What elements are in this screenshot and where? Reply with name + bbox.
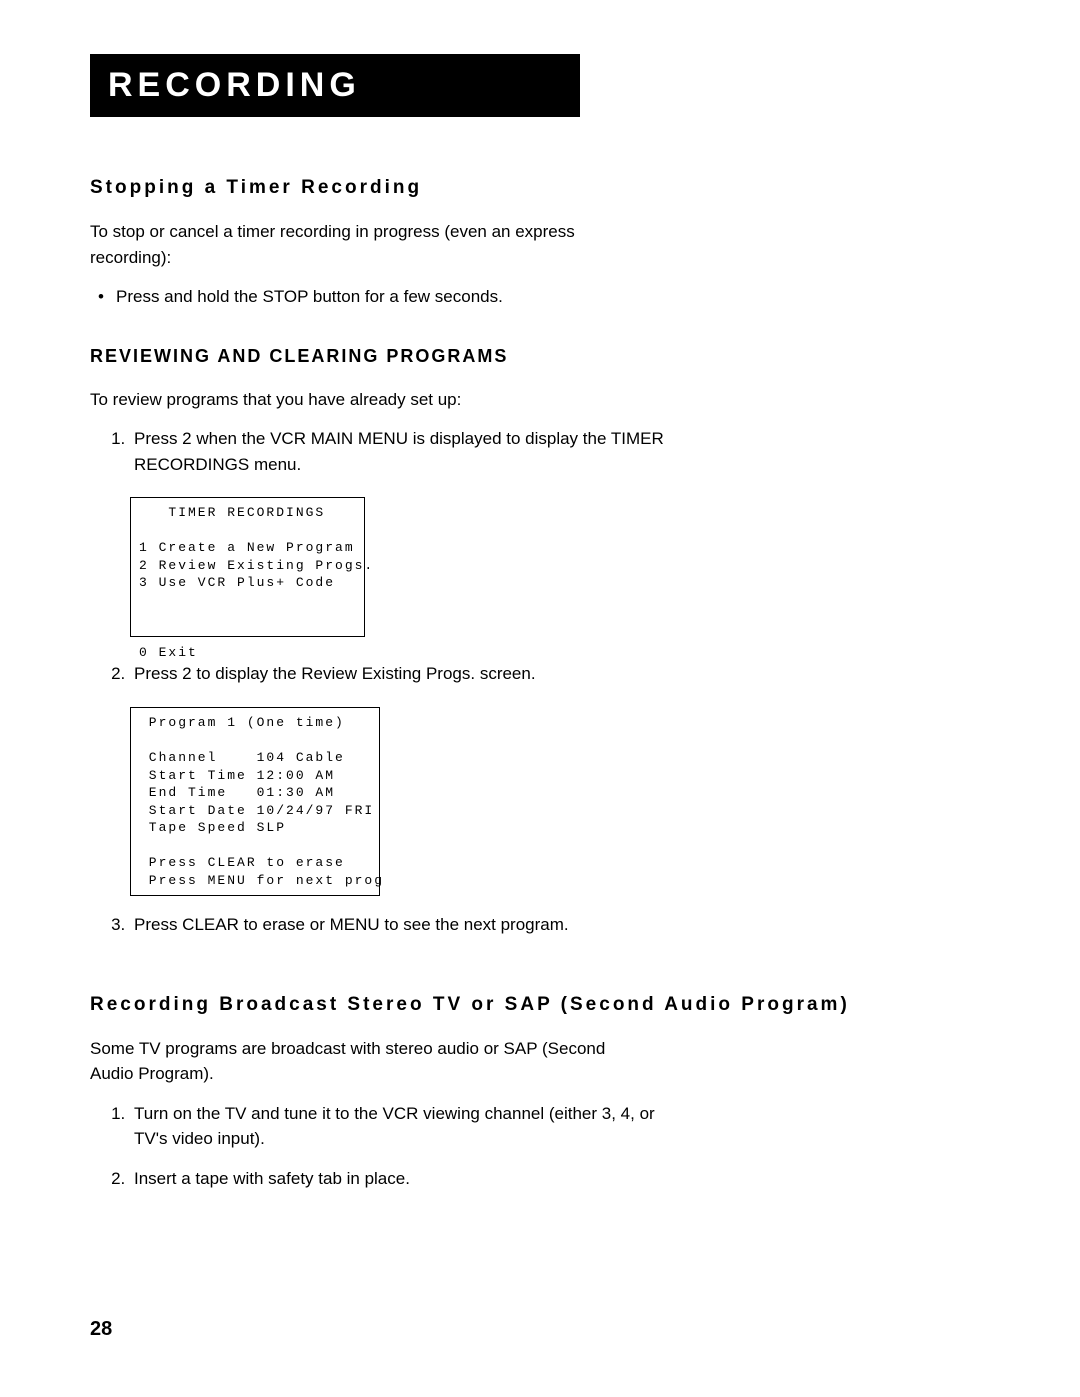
section2-step3: Press CLEAR to erase or MENU to see the … <box>130 912 690 938</box>
program-review-screen: Program 1 (One time) Channel 104 Cable S… <box>130 707 380 896</box>
section3-intro: Some TV programs are broadcast with ster… <box>90 1036 650 1087</box>
section1-bullet: Press and hold the STOP button for a few… <box>116 284 650 310</box>
page-number: 28 <box>90 1318 112 1341</box>
section2-step2: Press 2 to display the Review Existing P… <box>130 661 690 687</box>
section3-step1: Turn on the TV and tune it to the VCR vi… <box>130 1101 690 1152</box>
section2-step1: Press 2 when the VCR MAIN MENU is displa… <box>130 426 690 477</box>
chapter-banner: RECORDING <box>90 54 580 117</box>
section-title-broadcast: Recording Broadcast Stereo TV or SAP (Se… <box>90 994 990 1016</box>
section-title-stopping: Stopping a Timer Recording <box>90 177 990 199</box>
section-title-reviewing: REVIEWING AND CLEARING PROGRAMS <box>90 346 990 367</box>
chapter-title: RECORDING <box>108 66 361 104</box>
page: RECORDING Stopping a Timer Recording To … <box>0 0 1080 1397</box>
section1-intro: To stop or cancel a timer recording in p… <box>90 219 650 270</box>
section2-intro: To review programs that you have already… <box>90 387 650 413</box>
section3-step2: Insert a tape with safety tab in place. <box>130 1166 690 1192</box>
timer-recordings-screen: TIMER RECORDINGS 1 Create a New Program … <box>130 497 365 637</box>
